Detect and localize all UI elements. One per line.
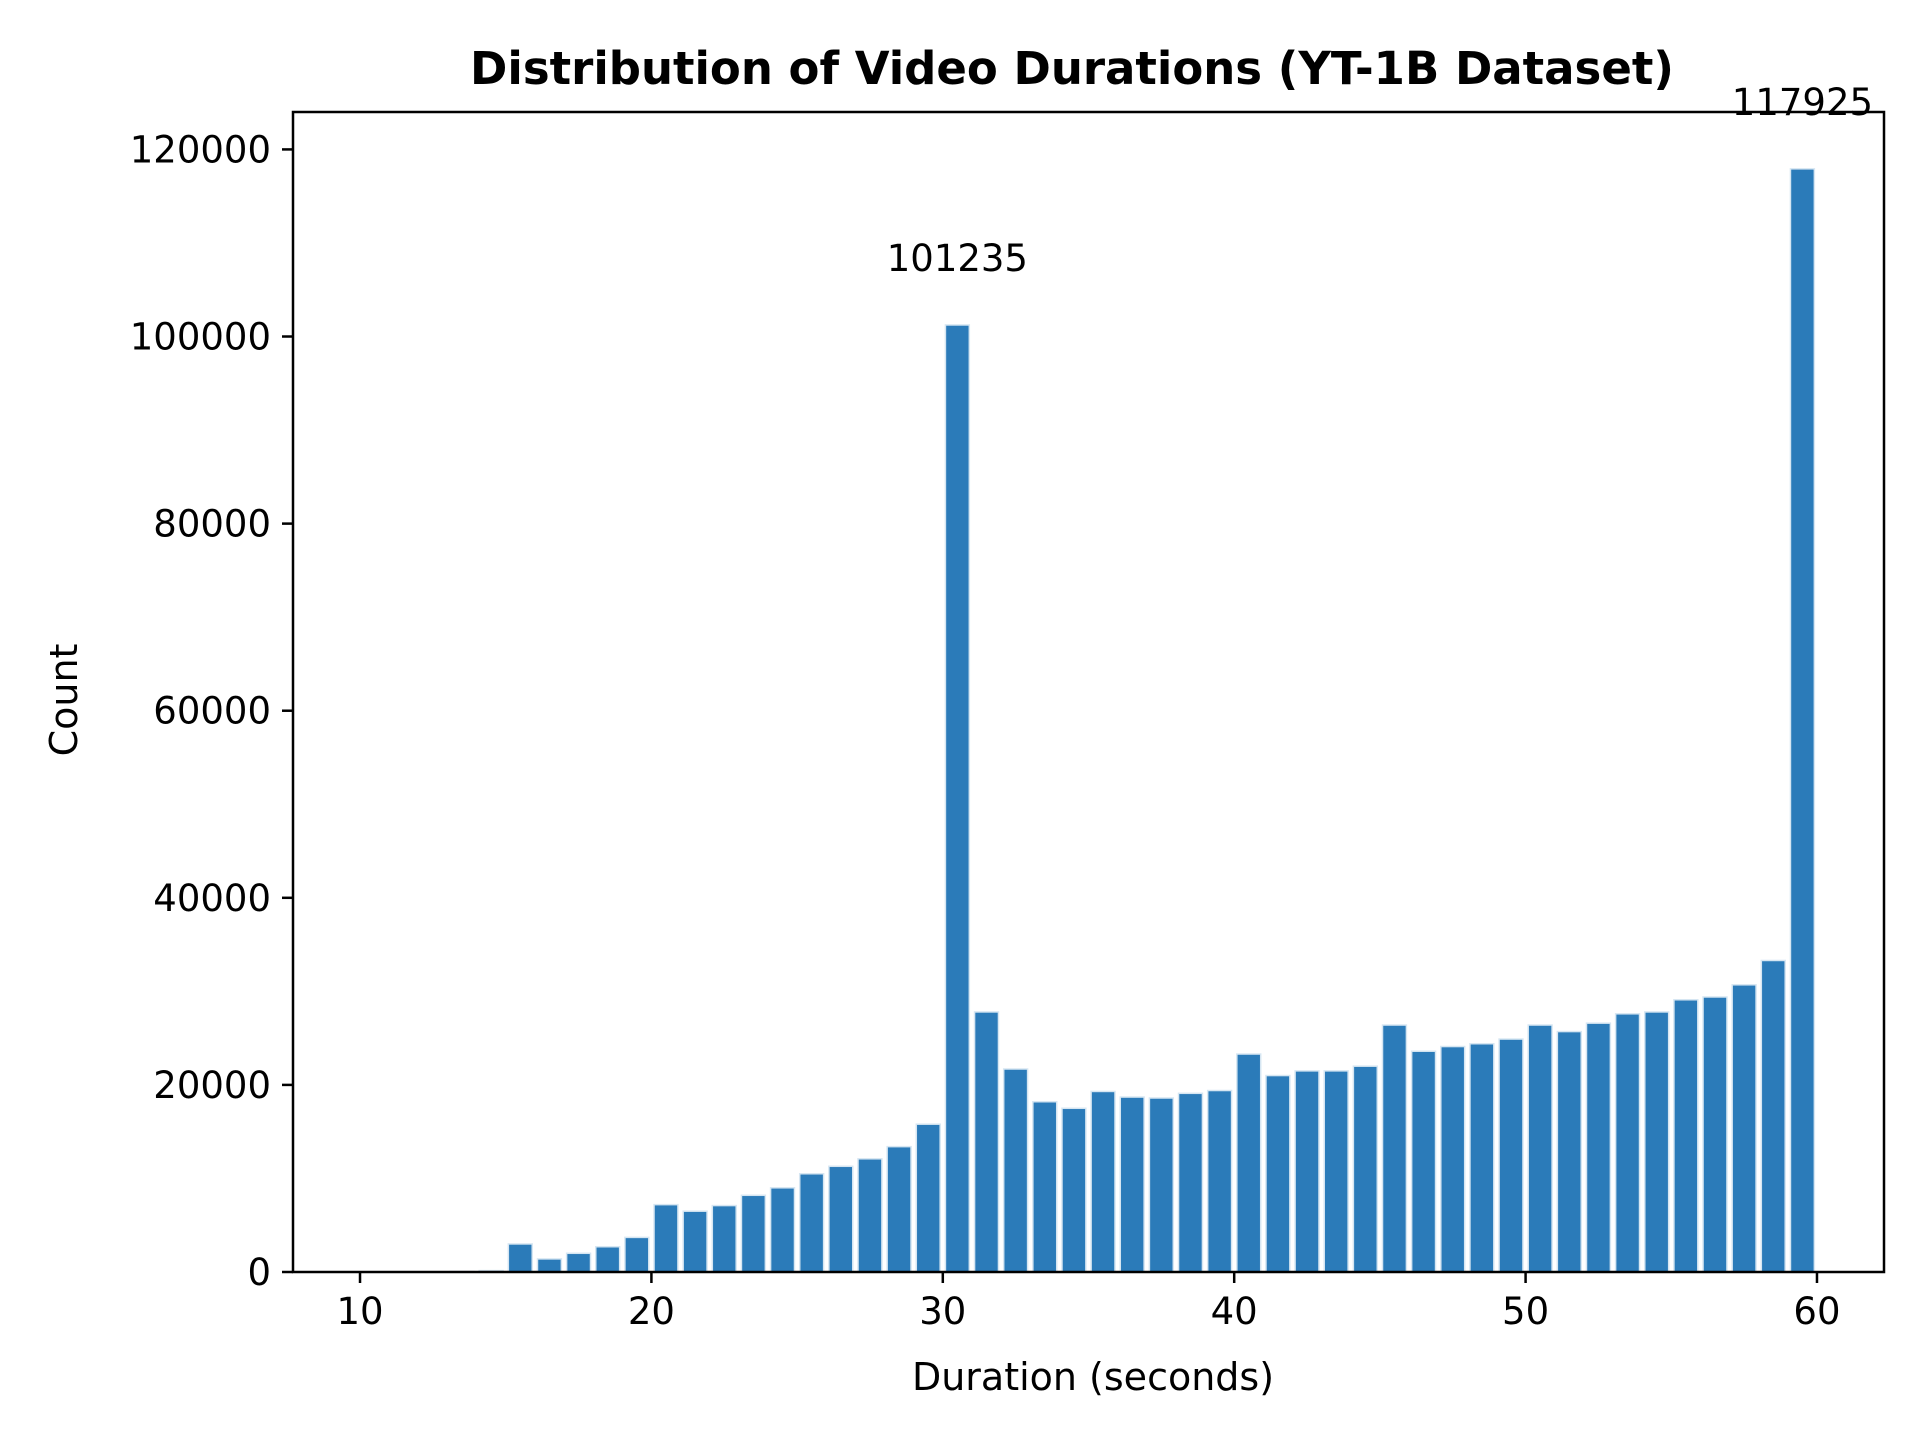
- bar: [507, 1243, 533, 1273]
- y-axis-label: Count: [42, 644, 86, 757]
- bar: [1731, 984, 1757, 1273]
- bar: [536, 1258, 563, 1273]
- y-tick-label: 0: [247, 1251, 271, 1294]
- x-tick-label: 30: [919, 1290, 966, 1333]
- bar: [1702, 996, 1728, 1273]
- y-tick-label: 80000: [153, 503, 271, 546]
- x-tick-label: 40: [1211, 1290, 1258, 1333]
- bar: [595, 1245, 621, 1273]
- bar: [624, 1236, 650, 1273]
- y-tick-label: 40000: [153, 877, 271, 920]
- bar: [1294, 1070, 1320, 1273]
- x-tick-label: 10: [336, 1290, 383, 1333]
- bar: [682, 1210, 708, 1273]
- bar: [1585, 1022, 1612, 1273]
- y-tick-label: 60000: [153, 690, 271, 733]
- x-tick-label: 60: [1793, 1290, 1840, 1333]
- bar-value-label: 117925: [1732, 81, 1873, 124]
- bar: [1644, 1011, 1670, 1273]
- bar: [1002, 1068, 1029, 1273]
- y-tick-label: 100000: [130, 316, 271, 359]
- bar: [1119, 1096, 1145, 1273]
- bar: [769, 1187, 796, 1273]
- bar: [1556, 1030, 1582, 1273]
- bar: [740, 1194, 767, 1273]
- bar: [1614, 1013, 1641, 1273]
- bar: [1061, 1107, 1087, 1273]
- x-tick-label: 20: [628, 1290, 675, 1333]
- x-axis-ticks: 10 20 30 40 50 60: [336, 1272, 1841, 1333]
- bar: [711, 1204, 737, 1273]
- bar: [1381, 1024, 1408, 1273]
- x-axis-label: Duration (seconds): [912, 1355, 1274, 1399]
- bar: [565, 1252, 592, 1273]
- y-axis-ticks: 0 20000 40000 60000 80000 100000 120000: [130, 128, 293, 1294]
- x-tick-label: 50: [1502, 1290, 1549, 1333]
- bar: [798, 1173, 825, 1273]
- bar: [1236, 1053, 1262, 1273]
- bar: [1323, 1070, 1349, 1273]
- bar: [828, 1165, 854, 1273]
- plot-frame: [291, 110, 1886, 1274]
- bar: [1527, 1024, 1553, 1273]
- bar: [1032, 1100, 1058, 1273]
- bar: [944, 324, 971, 1273]
- bar: [1673, 999, 1699, 1273]
- bar: [1090, 1090, 1116, 1273]
- bar-value-label: 101235: [887, 237, 1028, 280]
- bar: [1177, 1092, 1204, 1273]
- bar: [1789, 168, 1816, 1273]
- bar: [1265, 1074, 1291, 1273]
- bar: [886, 1145, 912, 1273]
- bar: [915, 1123, 941, 1273]
- bar: [653, 1203, 679, 1273]
- bar: [1440, 1045, 1466, 1273]
- bar: [1498, 1038, 1524, 1273]
- bar: [857, 1158, 883, 1273]
- annotations-group: 101235 117925: [887, 81, 1873, 280]
- y-tick-label: 20000: [153, 1064, 271, 1107]
- bar: [973, 1011, 1000, 1273]
- bar: [1760, 959, 1786, 1273]
- bar: [1469, 1042, 1495, 1273]
- bar: [1148, 1097, 1175, 1273]
- bars-group: [449, 168, 1816, 1273]
- bar: [1206, 1089, 1233, 1273]
- chart-title: Distribution of Video Durations (YT-1B D…: [470, 42, 1674, 95]
- y-tick-label: 120000: [130, 128, 271, 171]
- bar: [1410, 1050, 1437, 1273]
- bar: [1352, 1065, 1379, 1273]
